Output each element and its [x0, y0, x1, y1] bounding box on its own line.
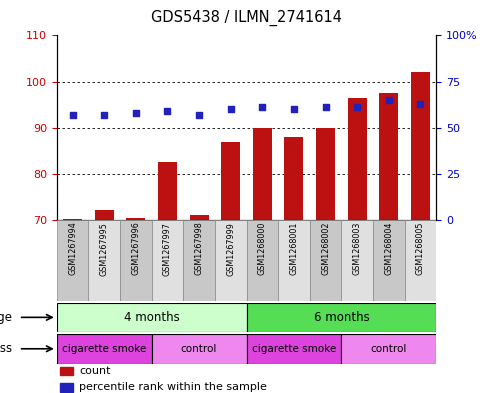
Text: percentile rank within the sample: percentile rank within the sample: [79, 382, 267, 393]
Bar: [60, 384, 73, 391]
Text: GSM1268002: GSM1268002: [321, 222, 330, 275]
Point: [258, 104, 266, 110]
Text: 6 months: 6 months: [314, 311, 369, 324]
Bar: [278, 220, 310, 301]
Bar: [246, 220, 278, 301]
Bar: [284, 137, 304, 220]
Text: GSM1268003: GSM1268003: [352, 222, 362, 275]
Bar: [152, 334, 246, 364]
Bar: [215, 220, 246, 301]
Bar: [246, 334, 341, 364]
Point: [100, 112, 108, 118]
Bar: [341, 220, 373, 301]
Point: [69, 112, 76, 118]
Bar: [126, 218, 145, 220]
Point: [353, 104, 361, 110]
Text: control: control: [181, 344, 217, 354]
Text: GSM1267998: GSM1267998: [195, 222, 204, 275]
Point: [227, 106, 235, 112]
Text: GSM1267999: GSM1267999: [226, 222, 235, 275]
Text: GSM1267996: GSM1267996: [131, 222, 141, 275]
Text: control: control: [371, 344, 407, 354]
Text: GSM1267997: GSM1267997: [163, 222, 172, 275]
Point: [385, 97, 393, 103]
Bar: [348, 98, 367, 220]
Point: [164, 108, 172, 114]
Text: count: count: [79, 366, 111, 376]
Text: GSM1268001: GSM1268001: [289, 222, 298, 275]
Bar: [57, 220, 88, 301]
Bar: [158, 162, 177, 220]
Text: GSM1268004: GSM1268004: [385, 222, 393, 275]
Text: GDS5438 / ILMN_2741614: GDS5438 / ILMN_2741614: [151, 10, 342, 26]
Bar: [310, 220, 341, 301]
Text: GSM1268005: GSM1268005: [416, 222, 425, 275]
Bar: [411, 72, 430, 220]
Bar: [405, 220, 436, 301]
Text: age: age: [0, 311, 12, 324]
Text: GSM1267994: GSM1267994: [68, 222, 77, 275]
Text: 4 months: 4 months: [124, 311, 179, 324]
Text: GSM1267995: GSM1267995: [100, 222, 108, 275]
Bar: [120, 220, 152, 301]
Bar: [57, 303, 246, 332]
Bar: [152, 220, 183, 301]
Bar: [253, 128, 272, 220]
Point: [132, 110, 140, 116]
Bar: [95, 210, 113, 220]
Point: [290, 106, 298, 112]
Text: cigarette smoke: cigarette smoke: [62, 344, 146, 354]
Point: [195, 112, 203, 118]
Text: cigarette smoke: cigarette smoke: [252, 344, 336, 354]
Bar: [373, 220, 405, 301]
Bar: [57, 334, 152, 364]
Bar: [63, 219, 82, 220]
Text: GSM1268000: GSM1268000: [258, 222, 267, 275]
Bar: [189, 215, 209, 220]
Bar: [246, 303, 436, 332]
Point: [417, 101, 424, 107]
Bar: [183, 220, 215, 301]
Bar: [60, 367, 73, 375]
Text: stress: stress: [0, 342, 12, 355]
Point: [321, 104, 329, 110]
Bar: [380, 93, 398, 220]
Bar: [316, 128, 335, 220]
Bar: [341, 334, 436, 364]
Bar: [221, 141, 240, 220]
Bar: [88, 220, 120, 301]
